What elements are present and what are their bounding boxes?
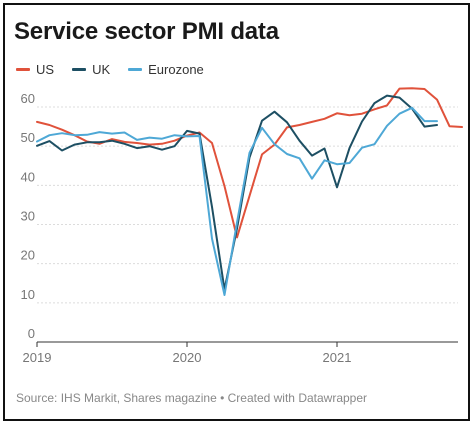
y-tick-label: 40 — [21, 169, 35, 184]
chart-title: Service sector PMI data — [14, 18, 279, 45]
y-tick-label: 60 — [21, 91, 35, 106]
legend-item-uk: UK — [72, 62, 110, 77]
series-line-eurozone — [36, 106, 438, 296]
legend-swatch-uk — [72, 68, 87, 71]
legend-label-us: US — [36, 62, 55, 77]
chart-legend: US UK Eurozone — [16, 62, 222, 77]
series-line-uk — [36, 94, 438, 291]
chart-frame — [3, 3, 470, 421]
legend-label-uk: UK — [92, 62, 111, 77]
legend-swatch-us — [16, 68, 30, 71]
x-tick-label: 2019 — [23, 350, 52, 365]
legend-item-us: US — [16, 62, 54, 77]
y-tick-label: 20 — [21, 248, 35, 263]
y-tick-label: 30 — [21, 209, 35, 224]
x-tick-label: 2020 — [173, 350, 202, 365]
y-tick-label: 50 — [21, 130, 35, 145]
y-tick-label: 0 — [28, 326, 35, 341]
y-tick-label: 10 — [21, 287, 35, 302]
legend-item-eurozone: Eurozone — [128, 62, 204, 77]
legend-label-eurozone: Eurozone — [148, 62, 204, 77]
legend-swatch-eurozone — [128, 68, 143, 71]
source-note: Source: IHS Markit, Shares magazine • Cr… — [16, 391, 368, 405]
x-tick-label: 2021 — [323, 350, 352, 365]
